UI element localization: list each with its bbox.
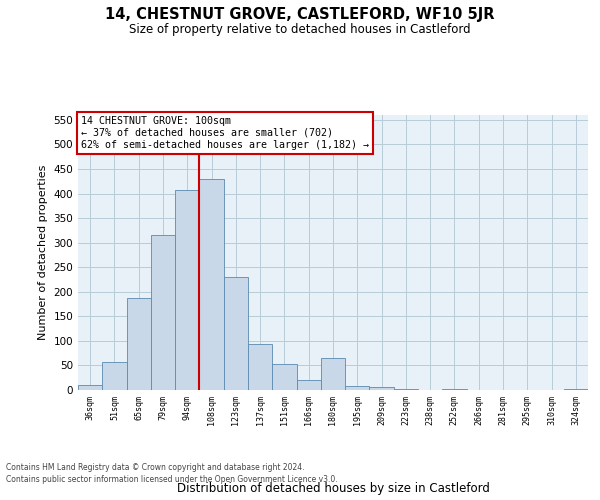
Text: Distribution of detached houses by size in Castleford: Distribution of detached houses by size … — [176, 482, 490, 495]
Text: Contains HM Land Registry data © Crown copyright and database right 2024.: Contains HM Land Registry data © Crown c… — [6, 464, 305, 472]
Text: Contains public sector information licensed under the Open Government Licence v3: Contains public sector information licen… — [6, 475, 338, 484]
Bar — [127, 298, 151, 390]
Bar — [175, 190, 199, 390]
Text: 14 CHESTNUT GROVE: 100sqm
← 37% of detached houses are smaller (702)
62% of semi: 14 CHESTNUT GROVE: 100sqm ← 37% of detac… — [80, 116, 368, 150]
Text: 14, CHESTNUT GROVE, CASTLEFORD, WF10 5JR: 14, CHESTNUT GROVE, CASTLEFORD, WF10 5JR — [105, 8, 495, 22]
Bar — [224, 277, 248, 390]
Bar — [272, 364, 296, 390]
Bar — [370, 386, 394, 390]
Bar — [199, 179, 224, 390]
Bar — [442, 389, 467, 390]
Bar — [564, 389, 588, 390]
Text: Size of property relative to detached houses in Castleford: Size of property relative to detached ho… — [129, 22, 471, 36]
Bar — [151, 236, 175, 390]
Bar — [78, 385, 102, 390]
Bar — [394, 388, 418, 390]
Y-axis label: Number of detached properties: Number of detached properties — [38, 165, 48, 340]
Bar — [296, 380, 321, 390]
Bar — [102, 362, 127, 390]
Bar — [248, 344, 272, 390]
Bar — [345, 386, 370, 390]
Bar — [321, 358, 345, 390]
